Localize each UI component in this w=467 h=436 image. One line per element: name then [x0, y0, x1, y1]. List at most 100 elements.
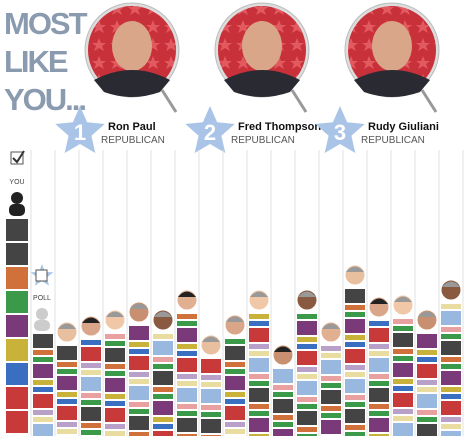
stripe [105, 424, 125, 429]
stripe [393, 319, 413, 324]
stripe [321, 413, 341, 418]
silhouette [11, 192, 23, 204]
stripe [297, 411, 317, 425]
suit [354, 70, 430, 97]
stripe [297, 344, 317, 349]
stripe [321, 406, 341, 411]
stripe [129, 432, 149, 436]
stripe [225, 429, 245, 434]
stripe [345, 379, 365, 393]
rank-number: 3 [334, 120, 346, 145]
stripe [417, 410, 437, 415]
stripe [441, 357, 461, 362]
stripe [441, 424, 461, 429]
stripe [297, 351, 317, 365]
stripe [177, 314, 197, 319]
stripe [105, 431, 125, 436]
stripe [393, 416, 413, 421]
stripe [105, 408, 125, 422]
stripe [177, 344, 197, 349]
stripe [225, 422, 245, 427]
hair [202, 336, 220, 342]
stripe [345, 432, 365, 436]
stripe [273, 385, 293, 390]
stripe [81, 400, 101, 405]
stripe [6, 267, 28, 289]
stripe [33, 410, 53, 415]
head [242, 21, 282, 71]
stripe [273, 399, 293, 413]
hair [250, 291, 268, 297]
rank-star [185, 106, 235, 153]
stripe [33, 364, 53, 378]
stripe [81, 407, 101, 421]
stripe [441, 387, 461, 392]
rank-star [315, 106, 365, 153]
stripe [153, 387, 173, 392]
stripe [297, 314, 317, 319]
hair [154, 311, 172, 317]
stripe [249, 388, 269, 402]
stripe [369, 351, 389, 356]
stripe [321, 376, 341, 381]
stripe [393, 393, 413, 407]
stripe [201, 375, 221, 380]
stripe [153, 424, 173, 429]
stripe [57, 376, 77, 390]
rank-number: 2 [204, 120, 216, 145]
stripe [33, 387, 53, 392]
ranking: 1 Ron Paul REPUBLICAN 2 Fred Thompson REPUBLI… [55, 2, 440, 153]
column-label: YOU [9, 179, 24, 186]
stripe [249, 314, 269, 319]
stripe [393, 386, 413, 391]
stripe [345, 365, 365, 370]
stripe [57, 362, 77, 367]
stripe [345, 335, 365, 340]
stripe [393, 356, 413, 361]
stripe [153, 417, 173, 422]
stripe [249, 418, 269, 432]
stripe [225, 362, 245, 367]
stripe [369, 388, 389, 402]
stripe [345, 409, 365, 423]
stripe [441, 401, 461, 415]
stripe [393, 363, 413, 377]
stripe [81, 430, 101, 435]
stripe [441, 417, 461, 422]
stripe [6, 291, 28, 313]
pointer [420, 89, 438, 113]
silhouette [9, 204, 25, 216]
stripe [297, 404, 317, 409]
stripe [6, 387, 28, 409]
stripe [201, 359, 221, 373]
stripe [417, 364, 437, 378]
stripe [345, 319, 365, 333]
stripe [393, 409, 413, 414]
stripe [105, 394, 125, 399]
stripe [33, 394, 53, 408]
stripe [105, 341, 125, 346]
hair [346, 266, 364, 272]
stripe [345, 289, 365, 303]
stripe [441, 431, 461, 436]
stripe [249, 351, 269, 356]
stripe [249, 381, 269, 386]
stripe [105, 371, 125, 376]
stripe [105, 401, 125, 406]
stripe [417, 380, 437, 385]
stripe [153, 431, 173, 436]
hair [370, 298, 388, 304]
hair [106, 311, 124, 317]
stripe [129, 379, 149, 384]
stripe [177, 358, 197, 372]
stripe [297, 397, 317, 402]
stripe [369, 381, 389, 386]
stripe [249, 344, 269, 349]
stripe [225, 346, 245, 360]
stripe [153, 394, 173, 399]
stripe [201, 419, 221, 433]
stripe [81, 393, 101, 398]
stripe [81, 340, 101, 345]
stripe [6, 363, 28, 385]
suit [94, 70, 170, 97]
